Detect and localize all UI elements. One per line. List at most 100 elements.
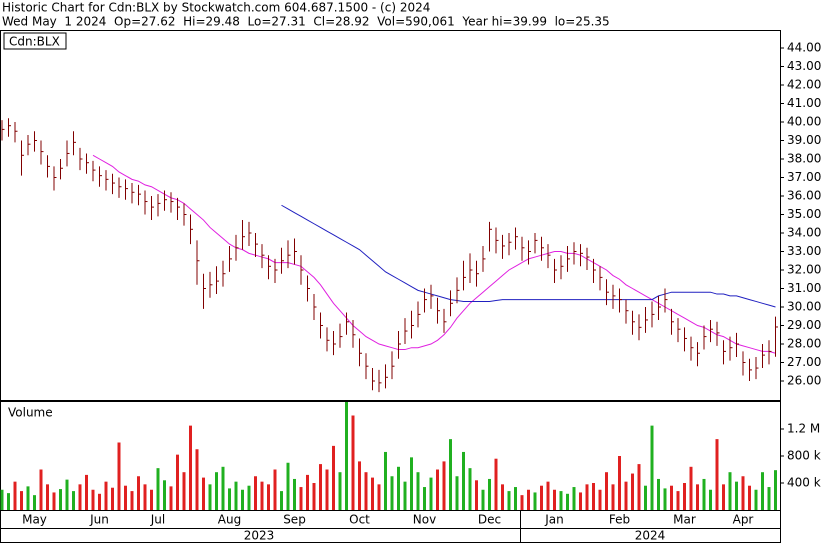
price-bar <box>534 233 538 254</box>
volume-bar <box>585 484 589 510</box>
volume-bar <box>91 489 95 510</box>
price-bar <box>684 327 687 352</box>
volume-bar <box>46 484 49 510</box>
price-bar <box>138 184 141 206</box>
price-bar <box>320 312 323 339</box>
volume-bar <box>104 481 108 510</box>
volume-bar <box>481 489 485 510</box>
price-bar <box>242 220 245 250</box>
y-tick-label: 26.00 <box>787 374 821 388</box>
price-bar <box>567 245 570 272</box>
price-bar <box>60 159 63 180</box>
volume-bar <box>176 454 179 510</box>
chart-title: Historic Chart for Cdn:BLX by Stockwatch… <box>2 1 430 15</box>
price-bar <box>151 196 154 221</box>
x-tick-label: Jan <box>544 513 564 527</box>
volume-bar <box>254 476 257 510</box>
volume-bar <box>72 491 75 510</box>
volume-bar <box>748 485 751 510</box>
volume-bar <box>137 476 140 510</box>
volume-bar <box>416 472 420 510</box>
volume-bar <box>221 466 225 510</box>
volume-bar <box>423 487 426 510</box>
y-tick-label: 37.00 <box>787 170 821 184</box>
price-bar <box>21 140 24 176</box>
price-bar <box>677 318 681 343</box>
price-panel <box>0 30 781 401</box>
price-bar <box>489 221 492 252</box>
price-bar <box>112 173 115 195</box>
moving-average <box>92 154 776 354</box>
price-bar <box>34 131 37 152</box>
volume-bar <box>520 495 524 510</box>
volume-bar <box>488 478 491 510</box>
price-bar <box>53 166 57 191</box>
y-tick-label: 43.00 <box>787 59 821 73</box>
volume-bar <box>306 474 309 510</box>
price-bar <box>528 240 531 265</box>
y-tick-label: 38.00 <box>787 152 821 166</box>
y-tick-label: 41.00 <box>787 96 821 110</box>
price-bar <box>14 122 18 143</box>
volume-bar <box>650 425 654 510</box>
volume-bar <box>410 457 413 510</box>
volume-bar <box>52 492 56 510</box>
price-bar <box>398 331 401 359</box>
price-bar <box>586 247 590 270</box>
volume-bar <box>462 451 465 510</box>
volume-bar <box>572 487 576 510</box>
price-bar <box>352 319 356 348</box>
volume-bar <box>312 483 316 510</box>
volume-bar <box>592 483 595 510</box>
price-bar <box>268 255 271 280</box>
volume-bar <box>241 489 244 510</box>
volume-bar <box>429 477 433 510</box>
x-tick-label: Sep <box>283 513 306 527</box>
volume-bar <box>611 484 615 510</box>
volume-bar <box>566 493 569 510</box>
volume-bar <box>20 491 23 510</box>
volume-bar <box>182 472 186 510</box>
price-bar <box>625 299 629 324</box>
price-bar <box>346 312 349 335</box>
y-tick-label: 35.00 <box>787 207 821 221</box>
y-tick-label: 28.00 <box>787 337 821 351</box>
volume-bar <box>637 464 641 510</box>
volume-bar <box>728 472 732 510</box>
volume-bar <box>436 469 439 510</box>
price-bar <box>554 258 557 283</box>
price-bar <box>703 325 707 350</box>
y-tick-label: 44.00 <box>787 41 821 55</box>
price-bar <box>632 310 635 335</box>
price-bar <box>495 227 499 254</box>
price-bar <box>430 284 434 309</box>
price-bar <box>560 255 564 280</box>
price-bar <box>131 183 135 204</box>
volume-bar <box>624 481 628 510</box>
price-bar <box>521 236 525 261</box>
volume-bar <box>7 493 10 510</box>
volume-bar <box>533 492 537 510</box>
volume-bar <box>735 481 738 510</box>
price-bar <box>424 288 427 313</box>
price-bar <box>333 331 336 356</box>
volume-bar <box>150 489 153 510</box>
price-bar <box>768 340 772 365</box>
volume-bar <box>163 480 166 510</box>
x-tick-label: Oct <box>349 513 370 527</box>
price-bar <box>118 177 122 198</box>
volume-bar <box>143 484 147 510</box>
volume-bar <box>442 461 446 510</box>
volume-bar <box>78 484 82 510</box>
price-bar <box>671 308 674 335</box>
volume-bar <box>228 488 231 510</box>
volume-bar <box>553 489 556 510</box>
price-bar <box>287 240 291 269</box>
price-bar <box>547 244 551 269</box>
x-tick-label: Nov <box>413 513 436 527</box>
volume-bar <box>338 472 342 510</box>
volume-bar <box>358 461 361 510</box>
volume-bar <box>85 474 88 510</box>
volume-tick-label: 1.2 M <box>787 422 820 436</box>
